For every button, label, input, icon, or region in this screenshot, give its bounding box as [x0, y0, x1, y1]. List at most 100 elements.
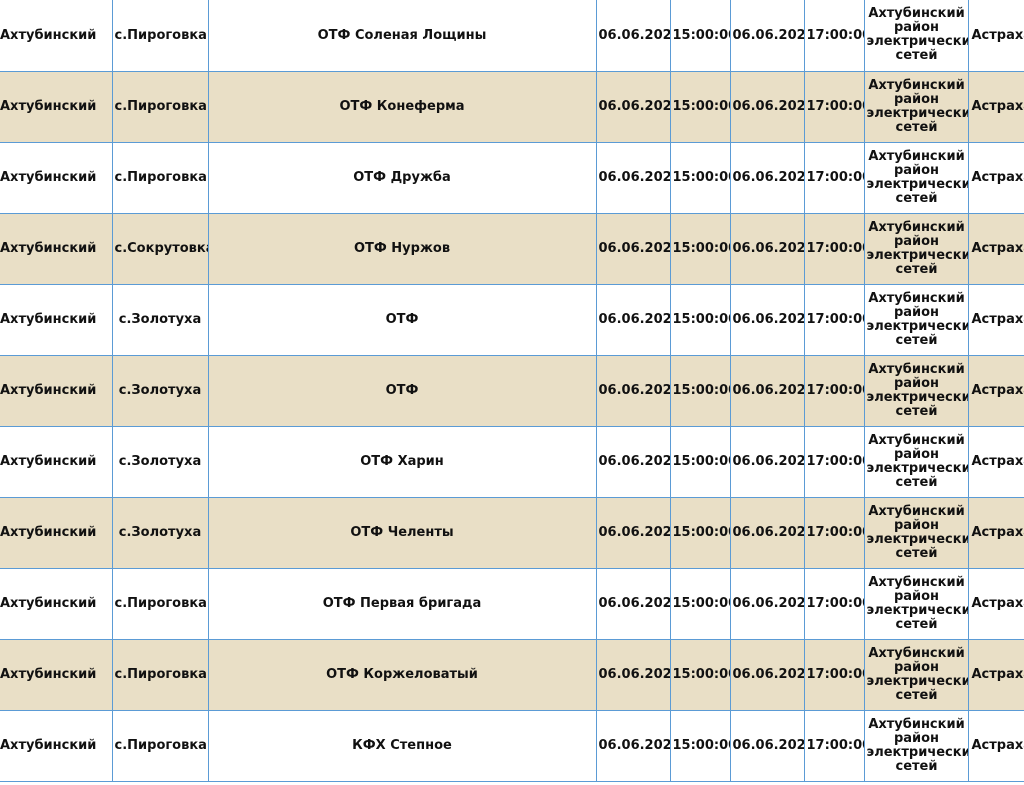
end-time-cell: 17:00:00	[803, 142, 865, 214]
company-cell: Ахтубинский район электрических сетей	[863, 213, 969, 285]
table-row: Ахтубинский с.Пироговка ОТФ Дружба 06.06.20…	[0, 142, 1024, 214]
start-date-cell: 06.06.2025	[595, 0, 671, 72]
region-cell: Астраха	[967, 710, 1024, 782]
company-label: Ахтубинский район электрических сетей	[866, 6, 968, 64]
company-cell: Ахтубинский район электрических сетей	[863, 568, 969, 640]
company-cell: Ахтубинский район электрических сетей	[863, 0, 969, 72]
company-cell: Ахтубинский район электрических сетей	[863, 71, 969, 143]
object-cell: ОТФ Челенты	[207, 497, 597, 569]
district-cell: Ахтубинский	[0, 213, 113, 285]
district-cell: Ахтубинский	[0, 142, 113, 214]
end-date-cell: 06.06.2025	[729, 568, 805, 640]
start-time-cell: 15:00:00	[669, 213, 731, 285]
company-cell: Ахтубинский район электрических сетей	[863, 142, 969, 214]
district-cell: Ахтубинский	[0, 710, 113, 782]
start-time-cell: 15:00:00	[669, 71, 731, 143]
start-time-cell: 15:00:00	[669, 0, 731, 72]
start-date-cell: 06.06.2025	[595, 568, 671, 640]
company-cell: Ахтубинский район электрических сетей	[863, 639, 969, 711]
district-cell: Ахтубинский	[0, 497, 113, 569]
object-cell: ОТФ Конеферма	[207, 71, 597, 143]
object-cell: ОТФ Первая бригада	[207, 568, 597, 640]
region-cell: Астраха	[967, 0, 1024, 72]
table-row: Ахтубинский с.Пироговка ОТФ Конеферма 06.06…	[0, 71, 1024, 143]
company-label: Ахтубинский район электрических сетей	[866, 645, 968, 703]
region-cell: Астраха	[967, 497, 1024, 569]
district-cell: Ахтубинский	[0, 568, 113, 640]
end-time-cell: 17:00:00	[803, 568, 865, 640]
end-time-cell: 17:00:00	[803, 0, 865, 72]
region-cell: Астраха	[967, 355, 1024, 427]
end-date-cell: 06.06.2025	[729, 0, 805, 72]
district-cell: Ахтубинский	[0, 0, 113, 72]
object-cell: КФХ Степное	[207, 710, 597, 782]
start-time-cell: 15:00:00	[669, 142, 731, 214]
end-time-cell: 17:00:00	[803, 639, 865, 711]
settlement-cell: с.Пироговка	[111, 710, 209, 782]
district-cell: Ахтубинский	[0, 71, 113, 143]
end-time-cell: 17:00:00	[803, 497, 865, 569]
object-cell: ОТФ Соленая Лощины	[207, 0, 597, 72]
settlement-cell: с.Пироговка	[111, 568, 209, 640]
table-row: Ахтубинский с.Пироговка ОТФ Первая бригада…	[0, 568, 1024, 640]
table-row: Ахтубинскийс.ЗолотухаОТФ06.06.202515:00:…	[0, 355, 1024, 427]
district-cell: Ахтубинский	[0, 639, 113, 711]
start-time-cell: 15:00:00	[669, 710, 731, 782]
table-row: Ахтубинский с.Пироговка ОТФ Коржеловатый 06…	[0, 639, 1024, 711]
region-cell: Астраха	[967, 71, 1024, 143]
settlement-cell: с.Пироговка	[111, 71, 209, 143]
object-cell: ОТФ Дружба	[207, 142, 597, 214]
company-label: Ахтубинский район электрических сетей	[866, 432, 968, 490]
company-label: Ахтубинский район электрических сетей	[866, 290, 968, 348]
company-cell: Ахтубинский район электрических сетей	[863, 710, 969, 782]
start-date-cell: 06.06.2025	[595, 710, 671, 782]
start-date-cell: 06.06.2025	[595, 284, 671, 356]
company-label: Ахтубинский район электрических сетей	[866, 361, 968, 419]
company-label: Ахтубинский район электрических сетей	[866, 148, 968, 206]
company-cell: Ахтубинский район электрических сетей	[863, 426, 969, 498]
start-time-cell: 15:00:00	[669, 497, 731, 569]
end-time-cell: 17:00:00	[803, 71, 865, 143]
region-cell: Астраха	[967, 426, 1024, 498]
company-cell: Ахтубинский район электрических сетей	[863, 497, 969, 569]
settlement-cell: с.Пироговка	[111, 142, 209, 214]
end-date-cell: 06.06.2025	[729, 497, 805, 569]
region-cell: Астраха	[967, 213, 1024, 285]
region-cell: Астраха	[967, 639, 1024, 711]
company-cell: Ахтубинский район электрических сетей	[863, 284, 969, 356]
start-time-cell: 15:00:00	[669, 568, 731, 640]
settlement-cell: с.Золотуха	[111, 355, 209, 427]
end-time-cell: 17:00:00	[803, 355, 865, 427]
company-label: Ахтубинский район электрических сетей	[866, 503, 968, 561]
settlement-cell: с.Золотуха	[111, 284, 209, 356]
company-label: Ахтубинский район электрических сетей	[866, 219, 968, 277]
settlement-cell: с.Пироговка	[111, 639, 209, 711]
object-cell: ОТФ Харин	[207, 426, 597, 498]
district-cell: Ахтубинский	[0, 284, 113, 356]
end-date-cell: 06.06.2025	[729, 639, 805, 711]
start-date-cell: 06.06.2025	[595, 142, 671, 214]
start-time-cell: 15:00:00	[669, 284, 731, 356]
table-row: Ахтубинский с.Сокрутовка ОТФ Нуржов 06.06.2…	[0, 213, 1024, 285]
end-date-cell: 06.06.2025	[729, 355, 805, 427]
start-date-cell: 06.06.2025	[595, 639, 671, 711]
start-date-cell: 06.06.2025	[595, 497, 671, 569]
object-cell: ОТФ Нуржов	[207, 213, 597, 285]
end-time-cell: 17:00:00	[803, 284, 865, 356]
end-date-cell: 06.06.2025	[729, 213, 805, 285]
table-row: Ахтубинскийс.ЗолотухаОТФ06.06.202515:00:…	[0, 284, 1024, 356]
end-date-cell: 06.06.2025	[729, 284, 805, 356]
company-label: Ахтубинский район электрических сетей	[866, 77, 968, 135]
end-date-cell: 06.06.2025	[729, 142, 805, 214]
company-label: Ахтубинский район электрических сетей	[866, 574, 968, 632]
start-date-cell: 06.06.2025	[595, 71, 671, 143]
start-date-cell: 06.06.2025	[595, 426, 671, 498]
start-time-cell: 15:00:00	[669, 355, 731, 427]
settlement-cell: с.Пироговка	[111, 0, 209, 72]
start-time-cell: 15:00:00	[669, 426, 731, 498]
settlement-cell: с.Сокрутовка	[111, 213, 209, 285]
end-date-cell: 06.06.2025	[729, 426, 805, 498]
